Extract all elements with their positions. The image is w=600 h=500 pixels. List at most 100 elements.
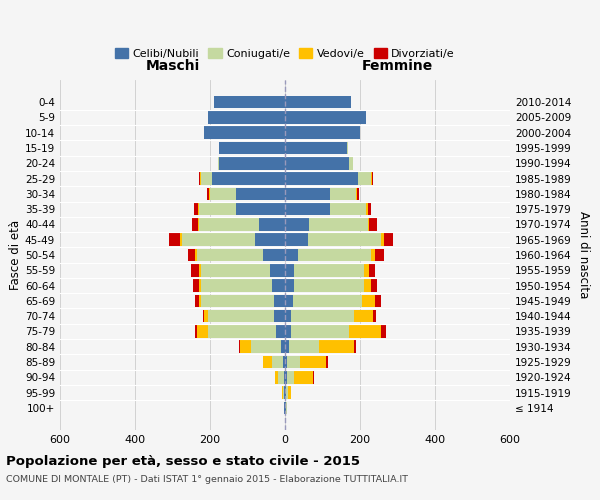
Bar <box>295 371 313 384</box>
Bar <box>289 340 319 353</box>
Bar <box>373 310 376 322</box>
Bar <box>286 386 287 399</box>
Bar <box>209 188 210 200</box>
Bar <box>193 280 199 292</box>
Bar <box>383 234 393 246</box>
Bar <box>293 294 362 307</box>
Bar <box>285 188 330 200</box>
Bar <box>187 248 195 262</box>
Bar <box>270 264 285 276</box>
Bar <box>210 188 236 200</box>
Bar <box>198 218 199 230</box>
Bar <box>285 325 290 338</box>
Bar <box>295 280 364 292</box>
Bar <box>278 371 284 384</box>
Bar <box>285 356 287 368</box>
Bar <box>330 188 356 200</box>
Bar <box>286 402 287 414</box>
Bar <box>236 188 285 200</box>
Bar <box>285 203 330 215</box>
Bar <box>364 264 370 276</box>
Bar <box>372 172 373 185</box>
Bar <box>283 356 285 368</box>
Bar <box>197 248 263 262</box>
Bar <box>371 172 372 185</box>
Bar <box>285 310 290 322</box>
Bar <box>285 371 287 384</box>
Bar <box>193 218 198 230</box>
Bar <box>358 188 359 200</box>
Bar <box>284 402 285 414</box>
Bar <box>199 264 200 276</box>
Bar <box>356 188 358 200</box>
Bar <box>285 234 308 246</box>
Bar <box>195 294 199 307</box>
Bar <box>208 325 275 338</box>
Bar <box>199 172 200 185</box>
Bar <box>371 280 377 292</box>
Bar <box>285 96 350 108</box>
Y-axis label: Fasce di età: Fasce di età <box>9 220 22 290</box>
Bar <box>365 203 367 215</box>
Bar <box>197 325 208 338</box>
Legend: Celibi/Nubili, Coniugati/e, Vedovi/e, Divorziati/e: Celibi/Nubili, Coniugati/e, Vedovi/e, Di… <box>110 44 460 63</box>
Bar <box>285 142 347 154</box>
Bar <box>358 172 371 185</box>
Bar <box>199 218 259 230</box>
Bar <box>195 248 197 262</box>
Bar <box>371 248 375 262</box>
Bar <box>200 172 212 185</box>
Bar <box>200 264 270 276</box>
Bar <box>251 340 281 353</box>
Bar <box>310 218 367 230</box>
Bar <box>290 310 355 322</box>
Bar <box>380 325 386 338</box>
Bar <box>367 203 371 215</box>
Bar <box>319 340 355 353</box>
Bar <box>205 126 285 139</box>
Bar <box>370 218 377 230</box>
Text: COMUNE DI MONTALE (PT) - Dati ISTAT 1° gennaio 2015 - Elaborazione TUTTITALIA.IT: COMUNE DI MONTALE (PT) - Dati ISTAT 1° g… <box>6 475 408 484</box>
Bar <box>263 248 285 262</box>
Bar <box>182 234 255 246</box>
Bar <box>285 280 295 292</box>
Bar <box>284 371 285 384</box>
Bar <box>285 172 358 185</box>
Bar <box>274 294 285 307</box>
Bar <box>239 340 240 353</box>
Bar <box>330 203 365 215</box>
Bar <box>285 340 289 353</box>
Bar <box>203 310 205 322</box>
Bar <box>285 126 360 139</box>
Bar <box>259 218 285 230</box>
Bar <box>195 325 197 338</box>
Bar <box>218 157 220 170</box>
Bar <box>285 264 295 276</box>
Bar <box>300 356 326 368</box>
Bar <box>275 371 278 384</box>
Text: Maschi: Maschi <box>145 59 200 73</box>
Bar <box>285 218 310 230</box>
Bar <box>355 340 356 353</box>
Bar <box>355 310 373 322</box>
Text: Popolazione per età, sesso e stato civile - 2015: Popolazione per età, sesso e stato civil… <box>6 455 360 468</box>
Bar <box>208 310 274 322</box>
Bar <box>169 234 180 246</box>
Bar <box>285 157 349 170</box>
Bar <box>285 248 298 262</box>
Bar <box>364 280 371 292</box>
Bar <box>194 203 198 215</box>
Bar <box>275 325 285 338</box>
Bar <box>326 356 328 368</box>
Bar <box>285 386 286 399</box>
Bar <box>218 142 220 154</box>
Bar <box>208 111 285 124</box>
Bar <box>367 218 370 230</box>
Bar <box>199 280 200 292</box>
Bar <box>200 294 274 307</box>
Bar <box>205 310 208 322</box>
Bar <box>313 371 314 384</box>
Bar <box>290 325 349 338</box>
Bar <box>281 340 285 353</box>
Y-axis label: Anni di nascita: Anni di nascita <box>577 212 590 298</box>
